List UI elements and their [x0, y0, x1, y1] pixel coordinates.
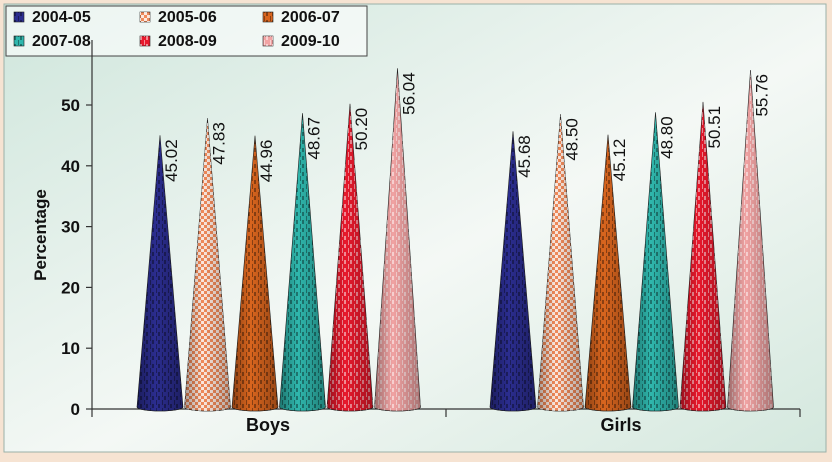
data-label: 45.68	[515, 135, 534, 178]
cone-2005-06-boys	[184, 118, 231, 412]
y-tick-label: 30	[61, 218, 80, 237]
data-label: 48.67	[305, 117, 324, 160]
swatch-pattern	[140, 12, 150, 22]
cone-shading	[279, 113, 326, 412]
cone-shading	[137, 135, 183, 412]
legend-label-2009-10: 2009-10	[281, 33, 340, 50]
data-label: 45.02	[162, 139, 181, 182]
legend-box	[5, 5, 368, 57]
swatch-pattern	[263, 36, 273, 46]
swatch-pattern	[14, 12, 24, 22]
cone-shading	[537, 114, 584, 412]
legend-label-2008-09: 2008-09	[158, 33, 217, 50]
data-label: 56.04	[400, 72, 419, 115]
cone-2007-08-boys	[279, 113, 326, 412]
cone-shading	[727, 69, 774, 412]
cone-2004-05-boys	[136, 135, 184, 412]
legend-swatch-2009-10	[262, 35, 274, 47]
legend-swatch-2007-08	[13, 35, 25, 47]
legend-label-2007-08: 2007-08	[32, 33, 91, 50]
cones	[136, 68, 774, 412]
y-tick-label: 10	[61, 339, 80, 358]
cone-shading	[184, 118, 231, 411]
legend-swatch-2005-06	[139, 11, 151, 23]
y-axis-label: Percentage	[31, 189, 50, 281]
category-label-girls: Girls	[600, 415, 641, 435]
cone-2009-10-girls	[727, 69, 774, 412]
data-label: 44.96	[257, 140, 276, 183]
axes: 0 10 20 30 40 50 Percentage Boys Girls	[31, 40, 801, 435]
y-tick-label: 40	[61, 157, 80, 176]
cone-2009-10-boys	[374, 68, 421, 412]
cone-shading	[680, 101, 726, 411]
cone-shading	[632, 112, 679, 412]
cone-shading	[490, 131, 536, 411]
data-label: 45.12	[610, 139, 629, 182]
cone-2004-05-girls	[489, 131, 537, 412]
cone-2007-08-girls	[632, 112, 679, 412]
cone-2006-07-girls	[584, 134, 632, 412]
cone-2005-06-girls	[537, 114, 584, 412]
cone-shading	[374, 68, 421, 412]
cone-shading	[585, 134, 631, 411]
swatch-pattern	[263, 12, 273, 22]
cone-shading	[232, 135, 278, 412]
data-label: 50.51	[705, 106, 724, 149]
cone-2006-07-boys	[231, 135, 279, 412]
legend-swatch-2006-07	[262, 11, 274, 23]
data-label: 48.50	[563, 118, 582, 161]
value-labels: 45.02 45.68 47.83 48.50 44.96 45.12 48.67 48.80…	[162, 72, 772, 182]
y-tick-label: 20	[61, 278, 80, 297]
data-label: 55.76	[753, 74, 772, 117]
y-tick-label: 0	[71, 400, 80, 419]
data-label: 48.80	[658, 116, 677, 159]
legend-swatch-2008-09	[139, 35, 151, 47]
cone-2008-09-boys	[326, 103, 374, 412]
legend-label-2004-05: 2004-05	[32, 9, 91, 26]
cone-shading	[327, 103, 373, 411]
data-label: 50.20	[352, 108, 371, 151]
legend-swatch-2004-05	[13, 11, 25, 23]
swatch-pattern	[140, 36, 150, 46]
legend: 2004-05 2005-06 2006-07 2007-08 2008-09 2009-…	[5, 5, 368, 57]
legend-label-2006-07: 2006-07	[281, 9, 340, 26]
data-label: 47.83	[210, 122, 229, 165]
category-label-boys: Boys	[246, 415, 290, 435]
y-tick-label: 50	[61, 96, 80, 115]
cone-2008-09-girls	[679, 101, 727, 412]
legend-label-2005-06: 2005-06	[158, 9, 217, 26]
swatch-pattern	[14, 36, 24, 46]
